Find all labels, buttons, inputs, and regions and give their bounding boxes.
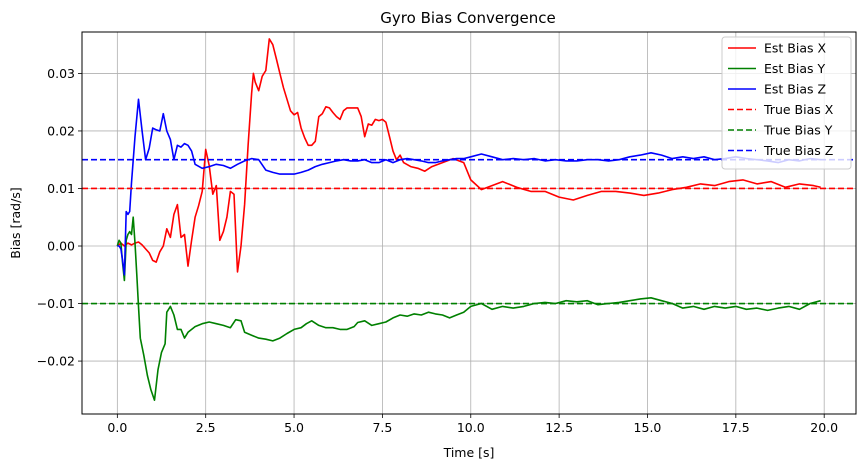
x-axis: 0.0 2.5 5.0 7.5 10.0 12.5 15.0 17.5 20.0 — [107, 414, 838, 435]
y-tick-label: −0.02 — [37, 354, 75, 369]
chart-title: Gyro Bias Convergence — [380, 9, 555, 27]
x-tick-label: 10.0 — [457, 420, 485, 435]
y-tick-label: 0.01 — [47, 181, 75, 196]
legend-box — [721, 36, 852, 170]
x-tick-label: 15.0 — [634, 420, 662, 435]
x-axis-label: Time [s] — [443, 445, 495, 460]
x-tick-label: 20.0 — [810, 420, 838, 435]
legend-label: Est Bias Z — [764, 82, 826, 97]
y-tick-label: 0.02 — [47, 123, 75, 138]
series-est-bias-z — [117, 98, 821, 276]
plot-frame — [81, 31, 857, 415]
legend: Est Bias X Est Bias Y Est Bias Z True Bias … — [721, 36, 852, 170]
legend-label: True Bias Z — [763, 143, 833, 158]
x-tick-label: 2.5 — [196, 420, 216, 435]
y-axis: −0.02 −0.01 0.00 0.01 0.02 0.03 — [37, 66, 82, 369]
x-tick-label: 0.0 — [107, 420, 127, 435]
x-tick-label: 7.5 — [372, 420, 392, 435]
x-tick-label: 17.5 — [722, 420, 750, 435]
series-est-bias-x — [116, 38, 821, 273]
series-est-bias-y — [116, 216, 821, 402]
series-layer — [82, 38, 856, 402]
y-tick-label: −0.01 — [37, 296, 75, 311]
y-tick-label: 0.00 — [47, 239, 75, 254]
x-tick-label: 5.0 — [284, 420, 304, 435]
x-tick-label: 12.5 — [545, 420, 573, 435]
y-axis-label: Bias [rad/s] — [8, 187, 23, 258]
legend-label: Est Bias Y — [764, 61, 825, 76]
legend-label: True Bias Y — [763, 123, 833, 138]
legend-label: True Bias X — [763, 102, 834, 117]
legend-label: Est Bias X — [764, 41, 826, 56]
y-tick-label: 0.03 — [47, 66, 75, 81]
